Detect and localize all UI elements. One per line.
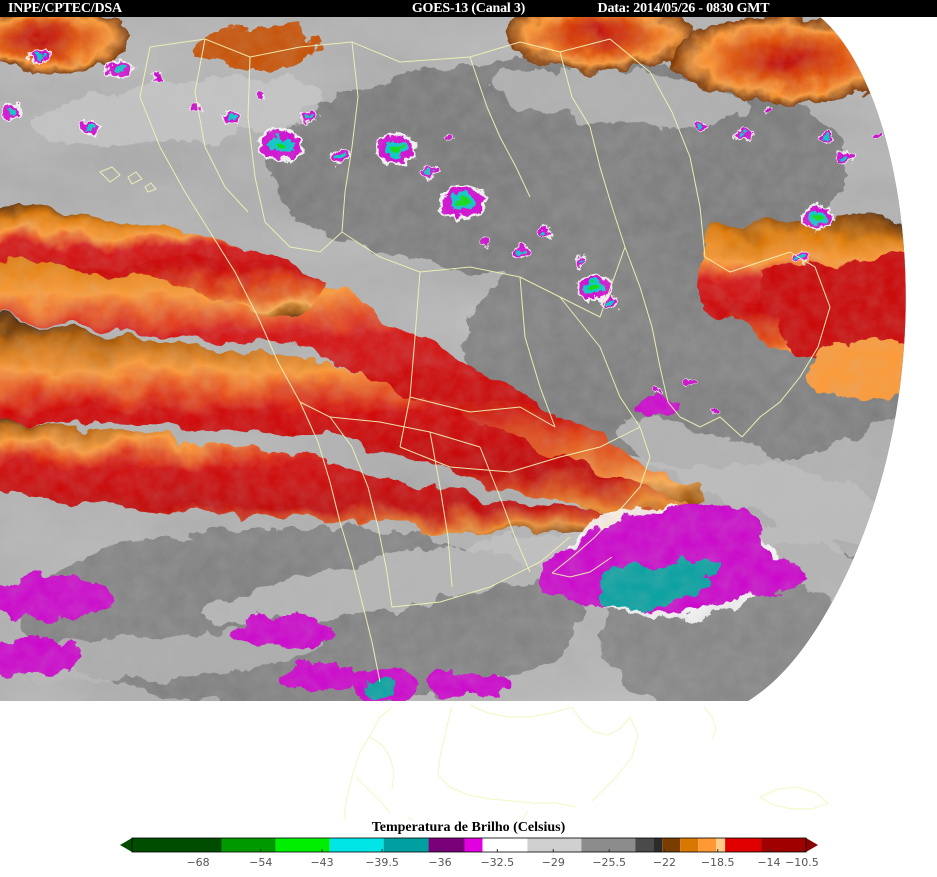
southern-coastline-overlay xyxy=(343,704,829,820)
colorbar-cell-red xyxy=(725,838,762,852)
sensor-noise-layer xyxy=(0,17,906,701)
colorbar-cell-cyan xyxy=(329,838,384,852)
satellite-imagery xyxy=(0,17,937,820)
colorbar-cell-bright-green xyxy=(275,838,330,852)
colorbar-cell-light-gray xyxy=(527,838,582,852)
colorbar-cell-dark-green xyxy=(132,838,222,852)
colorbar-cell-green xyxy=(221,838,276,852)
colorbar-tickmark-6 xyxy=(552,849,554,852)
colorbar-tick-4: −36 xyxy=(428,856,452,869)
colorbar-strip xyxy=(0,834,937,856)
colorbar-cell-dark-red xyxy=(761,838,806,852)
colorbar-cell-dark-magenta xyxy=(428,838,465,852)
colorbar-cell-white xyxy=(482,838,528,852)
colorbar-tick-0: −68 xyxy=(186,856,210,869)
colorbar-tickmark-10 xyxy=(768,849,770,852)
colorbar-tick-9: −18.5 xyxy=(700,856,735,869)
colorbar-cell-dark-cyan xyxy=(383,838,429,852)
colorbar-tick-2: −43 xyxy=(310,856,334,869)
header-bar: INPE/CPTEC/DSA GOES-13 (Canal 3) Data: 2… xyxy=(0,0,937,17)
colorbar-tick-5: −32.5 xyxy=(480,856,515,869)
institution-label: INPE/CPTEC/DSA xyxy=(8,1,122,16)
satellite-channel-label: GOES-13 (Canal 3) xyxy=(411,1,526,16)
colorbar-cell-brown xyxy=(662,838,681,852)
country-borders-overlay xyxy=(99,38,831,683)
datetime-label: Data: 2014/05/26 - 0830 GMT xyxy=(597,1,770,16)
colorbar-color-cells xyxy=(132,838,807,852)
colorbar-outline xyxy=(131,837,807,853)
colorbar-tickmark-2 xyxy=(321,849,323,852)
colorbar-tick-11: −10.5 xyxy=(785,856,819,869)
satellite-image-panel xyxy=(0,17,937,820)
colorbar-tickmark-11 xyxy=(801,849,803,852)
colorbar-tickmark-5 xyxy=(496,849,498,852)
colorbar-legend: Temperatura de Brilho (Celsius) −68 −54 −4… xyxy=(0,820,937,877)
colorbar-svg xyxy=(120,837,818,853)
colorbar-low-arrow xyxy=(120,838,132,852)
colorbar-tick-6: −29 xyxy=(541,856,565,869)
colorbar-cell-near-black xyxy=(653,838,663,852)
colorbar-tickmark-9 xyxy=(717,849,719,852)
colorbar-tickmark-8 xyxy=(663,849,665,852)
colorbar-cell-bright-orange xyxy=(698,838,717,852)
colorbar-cell-magenta xyxy=(464,838,483,852)
colorbar-tickmark-0 xyxy=(197,849,199,852)
colorbar-cell-mid-gray xyxy=(581,838,636,852)
colorbar-tick-labels: −68 −54 −43 −39.5 −36 −32.5 −29 −25.5 −22 −18.5 −1… xyxy=(0,856,937,874)
colorbar-tick-7: −25.5 xyxy=(592,856,627,869)
colorbar-tick-1: −54 xyxy=(249,856,273,869)
colorbar-tickmark-3 xyxy=(381,849,383,852)
colorbar-title: Temperatura de Brilho (Celsius) xyxy=(371,820,566,835)
colorbar-tickmark-4 xyxy=(439,849,441,852)
colorbar-cell-orange xyxy=(680,838,699,852)
colorbar-tickmark-7 xyxy=(608,849,610,852)
colorbar-cell-light-orange xyxy=(716,838,726,852)
colorbar-tick-3: −39.5 xyxy=(365,856,399,869)
colorbar-high-arrow xyxy=(806,838,818,852)
colorbar-tick-8: −22 xyxy=(652,856,677,869)
colorbar-cell-dark-gray xyxy=(635,838,654,852)
colorbar-tickmark-1 xyxy=(260,849,262,852)
satellite-scan-area xyxy=(0,17,906,701)
colorbar-tick-10: −14 xyxy=(757,856,781,869)
